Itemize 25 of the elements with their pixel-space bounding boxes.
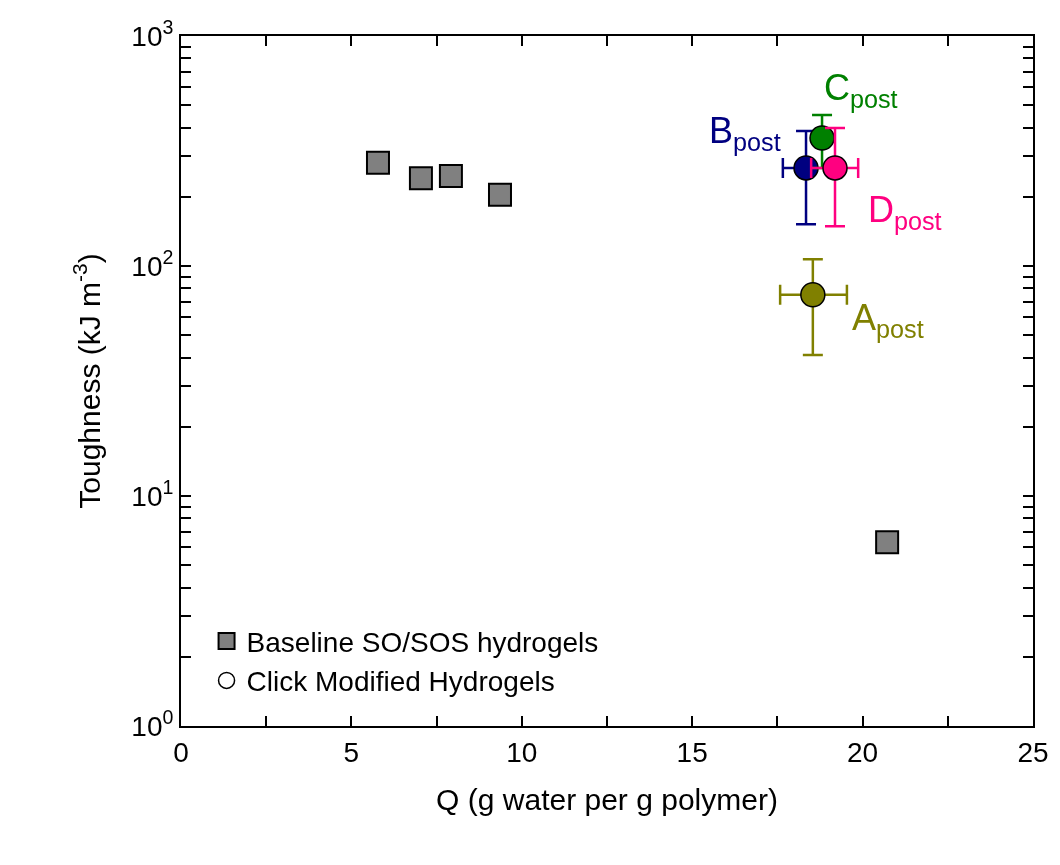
y-tick-label: 10$^{3}$	[131, 16, 174, 52]
point	[809, 125, 835, 151]
x-tick-label: 25	[1017, 736, 1049, 768]
y-tick-label: 10$^{2}$	[131, 246, 174, 282]
y-tick-label: 10$^{0}$	[131, 706, 174, 742]
x-tick-label: 15	[676, 736, 708, 768]
annotation: B$_{post}$	[709, 110, 781, 156]
y-tick-label: 10$^{1}$	[131, 476, 174, 512]
point	[365, 150, 390, 175]
annotation: C$_{post}$	[824, 67, 898, 113]
point	[875, 530, 900, 555]
point	[800, 281, 826, 308]
legend-label: Click Modified Hydrogels	[246, 666, 555, 698]
point	[487, 182, 512, 207]
point	[438, 164, 463, 189]
x-axis-title: Q (g water per g polymer)	[436, 782, 778, 816]
annotation: A$_{post}$	[852, 297, 924, 343]
x-tick-label: 20	[847, 736, 879, 768]
legend-label: Baseline SO/SOS hydrogels	[246, 626, 599, 658]
point	[408, 166, 433, 191]
point	[822, 155, 848, 181]
x-tick-label: 5	[343, 736, 360, 768]
annotation: D$_{post}$	[868, 189, 942, 235]
x-tick-label: 0	[173, 736, 189, 768]
x-tick-label: 10	[506, 736, 538, 768]
